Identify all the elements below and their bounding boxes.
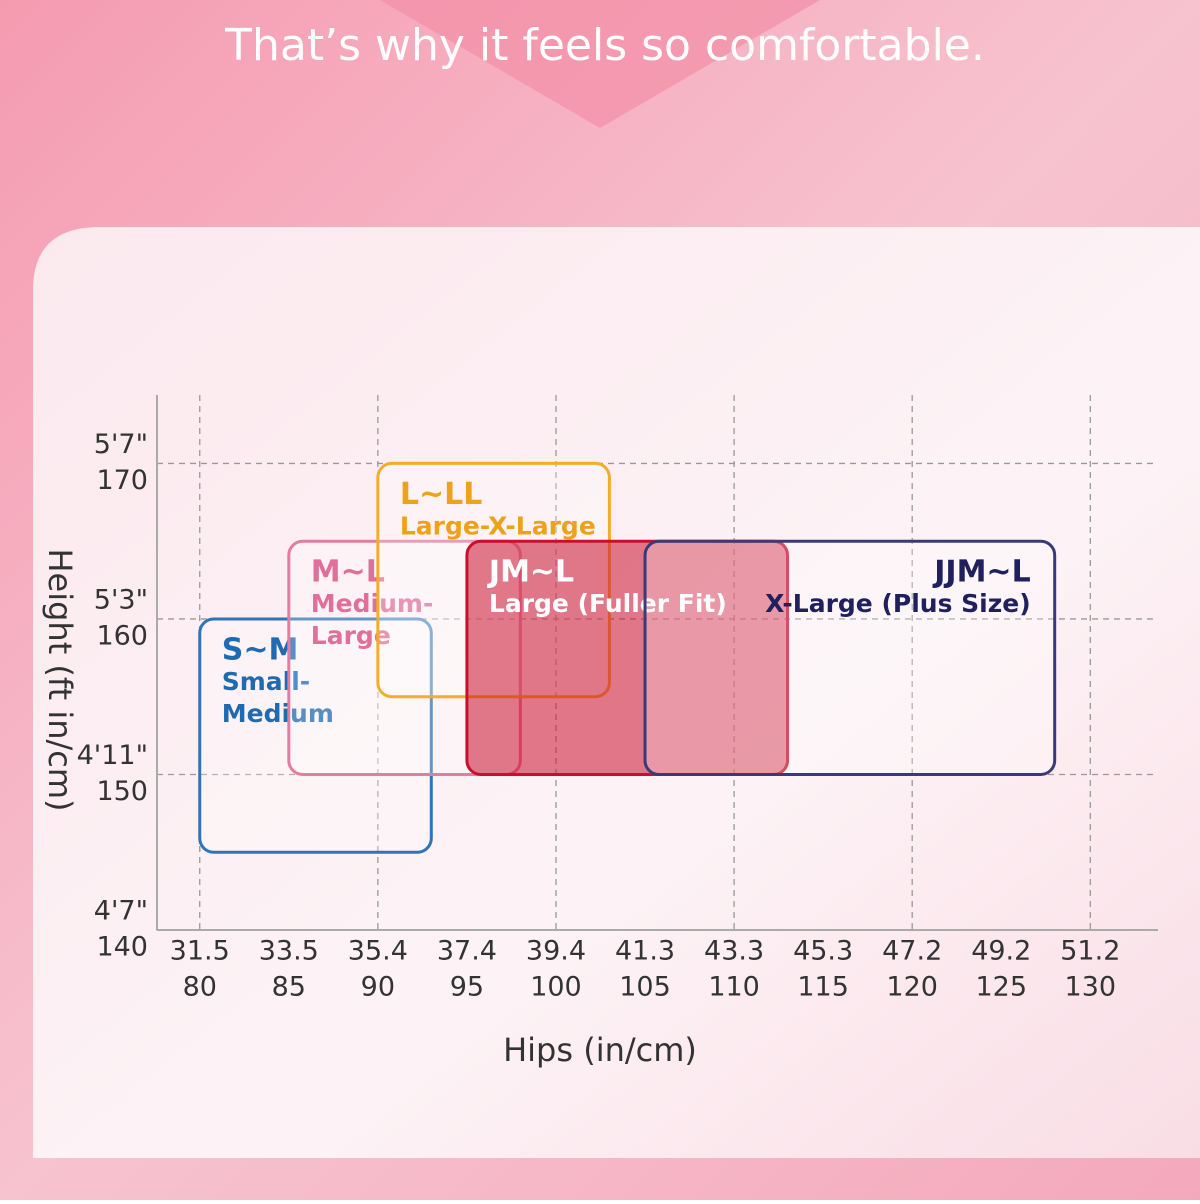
x-tick-label: 105 [619,972,671,1003]
x-tick-label-in: 41.3 [615,936,675,967]
x-tick-label: 130 [1065,972,1117,1003]
x-tick-label: 125 [975,972,1027,1003]
size-desc: Large (Fuller Fit) [489,589,727,618]
x-tick-label-in: 35.4 [348,936,408,967]
x-axis-label: Hips (in/cm) [503,1031,697,1069]
size-name: JJM~L [932,555,1030,590]
y-tick-label-ft: 5'3" [94,584,148,615]
y-tick-label: 150 [96,776,148,807]
x-tick-label: 90 [361,972,395,1003]
x-tick-label-in: 39.4 [526,936,586,967]
x-tick-label: 85 [272,972,306,1003]
size-box [198,617,433,854]
size-name: S~M [222,632,299,667]
x-tick-label-in: 33.5 [259,936,319,967]
x-tick-label-in: 51.2 [1060,936,1120,967]
x-tick-label-in: 49.2 [971,936,1031,967]
y-axis-label: Height (ft in/cm) [41,548,79,811]
y-tick-label: 140 [96,932,148,963]
size-name: M~L [311,555,385,590]
y-tick-label-ft: 5'7" [94,429,148,460]
banner-arrow [380,0,820,128]
size-box [643,539,1057,776]
x-tick-label: 115 [797,972,849,1003]
x-tick-label: 100 [530,972,582,1003]
chart-title: That’s why it feels so comfortable. [224,20,985,71]
y-tick-label: 170 [96,465,148,496]
size-name: JM~L [487,555,574,590]
size-box [465,539,790,776]
size-desc: Small- [222,667,310,696]
size-desc: X-Large (Plus Size) [765,589,1031,618]
x-tick-label: 95 [450,972,484,1003]
x-tick-label-in: 45.3 [793,936,853,967]
y-tick-label-ft: 4'11" [77,740,148,771]
x-tick-label: 80 [183,972,217,1003]
y-tick-label-ft: 4'7" [94,896,148,927]
x-tick-label-in: 43.3 [704,936,764,967]
size-desc: Medium [222,699,334,728]
x-tick-label-in: 37.4 [437,936,497,967]
x-tick-label: 120 [886,972,938,1003]
x-tick-label-in: 47.2 [882,936,942,967]
x-tick-label: 110 [708,972,760,1003]
size-desc: Large-X-Large [400,511,596,540]
size-desc: Medium- [311,589,434,618]
x-tick-label-in: 31.5 [170,936,230,967]
y-tick-label: 160 [96,620,148,651]
size-name: L~LL [400,477,483,512]
